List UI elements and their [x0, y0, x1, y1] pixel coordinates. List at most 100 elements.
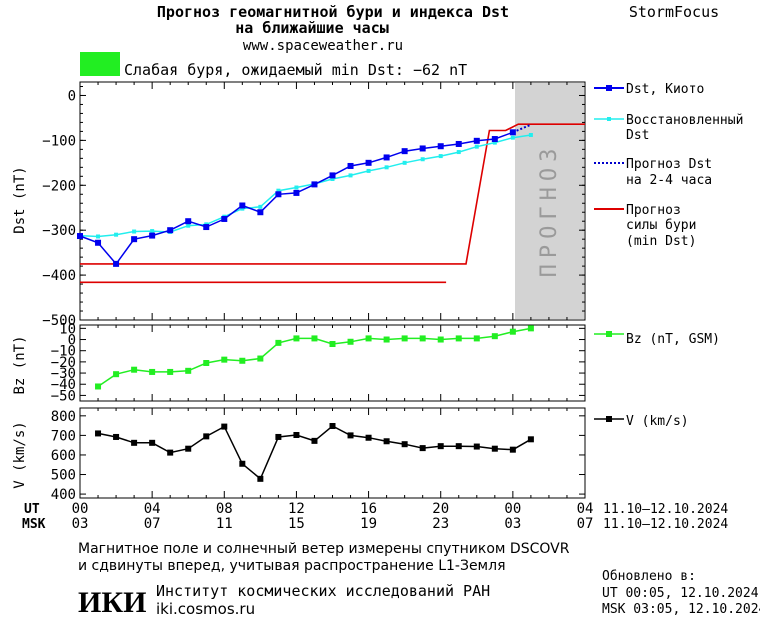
y-tick-label: −400 — [42, 268, 76, 284]
bz-point — [257, 355, 264, 362]
bz-point — [347, 338, 354, 345]
v-line — [97, 425, 532, 481]
bz-point — [329, 341, 336, 347]
dst-point — [455, 140, 462, 147]
legend-forecast-dst-label-1: Прогноз Dst — [626, 157, 712, 172]
msk-date-range: 11.10–12.10.2024 — [603, 517, 728, 532]
v-point — [473, 443, 480, 450]
dst-point — [239, 202, 246, 209]
bz-point — [437, 336, 444, 343]
v-point — [527, 436, 534, 443]
forecast-dst-line — [512, 123, 532, 134]
msk-axis-label: MSK — [22, 517, 46, 532]
bz-axis-label: Bz (nT) — [12, 335, 28, 394]
restored-dst-point — [420, 157, 425, 162]
bz-point — [149, 368, 156, 375]
ut-tick-label: 04 — [144, 501, 161, 517]
dst-point — [347, 162, 354, 169]
updated-ut: UT 00:05, 12.10.2024 — [602, 586, 759, 601]
v-point — [203, 433, 210, 440]
restored-dst-point — [276, 188, 281, 193]
v-point — [365, 434, 372, 441]
legend-storm-forecast-label-3: (min Dst) — [626, 234, 696, 249]
ut-tick-label: 12 — [288, 501, 305, 517]
v-panel-frame — [79, 407, 586, 499]
dst-axis-label: Dst (nT) — [12, 166, 28, 233]
forecast-band-label: ПРОГНОЗ — [537, 143, 562, 278]
restored-dst-point — [528, 132, 533, 137]
dst-line — [79, 131, 514, 266]
ut-tick-label: 20 — [432, 501, 449, 517]
bz-point — [419, 335, 426, 342]
dst-point — [491, 136, 498, 143]
restored-dst-point — [132, 229, 137, 234]
ut-tick-label: 08 — [216, 501, 233, 517]
institute-name: Институт космических исследований РАН — [156, 582, 490, 600]
restored-dst-point — [438, 154, 443, 159]
y-tick-label: 700 — [51, 428, 76, 444]
ut-date-range: 11.10–12.10.2024 — [603, 502, 728, 517]
y-tick-label: −500 — [42, 313, 76, 329]
v-point — [293, 432, 300, 438]
ut-tick-label: 04 — [577, 501, 594, 517]
dst-point — [473, 137, 480, 144]
bz-point — [401, 335, 408, 342]
ut-tick-label: 00 — [504, 501, 521, 517]
v-point — [131, 439, 138, 446]
dst-point — [293, 189, 300, 196]
v-point — [419, 445, 426, 452]
v-point — [329, 423, 336, 429]
restored-dst-point — [384, 165, 389, 170]
restored-dst-point — [114, 232, 119, 237]
iki-logo-text: ИКИ — [78, 586, 146, 619]
v-point — [239, 460, 246, 467]
time-tick-labels: 00 04 08 12 16 20 00 04 03 07 11 15 19 23 03 07 — [72, 501, 594, 532]
legend-restored-label-2: Dst — [626, 128, 649, 143]
dst-point — [419, 145, 426, 152]
y-tick-label: 800 — [51, 409, 76, 425]
bz-point — [185, 367, 192, 374]
bz-point — [509, 328, 516, 335]
dst-point — [185, 218, 192, 225]
dst-point — [113, 260, 120, 267]
legend-storm-forecast-label-1: Прогноз — [626, 203, 681, 218]
bz-point — [365, 335, 372, 342]
v-point — [257, 475, 264, 482]
msk-tick-label: 15 — [288, 516, 305, 532]
restored-dst-line — [79, 134, 532, 238]
restored-dst-point — [348, 173, 353, 178]
v-point — [509, 446, 516, 453]
data-markers — [77, 129, 534, 482]
bz-point — [527, 325, 534, 332]
v-point — [95, 430, 102, 437]
msk-tick-label: 03 — [504, 516, 521, 532]
bz-point — [491, 333, 498, 340]
legend-restored-label-1: Восстановленный — [626, 113, 743, 128]
legend-forecast-dst-label-2: на 2-4 часа — [626, 173, 712, 188]
dst-point — [95, 239, 102, 246]
legend-dst-marker — [606, 85, 612, 91]
axis-ticks: 0−100−200−300−400−500100−10−20−30−40−508… — [42, 82, 586, 503]
restored-dst-point — [150, 229, 155, 234]
dst-point — [329, 172, 336, 179]
y-tick-label: 400 — [51, 487, 76, 503]
bz-point — [113, 371, 120, 378]
bz-point — [239, 357, 246, 364]
legend-restored-marker — [607, 117, 611, 121]
v-point — [383, 438, 390, 445]
restored-dst-point — [366, 168, 371, 173]
v-point — [455, 443, 462, 450]
restored-dst-point — [402, 160, 407, 165]
y-tick-label: −300 — [42, 223, 76, 239]
bz-point — [95, 383, 102, 390]
iki-logo: ИКИ — [78, 586, 146, 619]
y-tick-label: −20 — [51, 355, 76, 371]
restored-dst-point — [240, 206, 245, 211]
dst-point — [221, 215, 228, 222]
bz-point — [455, 335, 462, 342]
bz-point — [311, 335, 318, 342]
y-tick-label: −50 — [51, 388, 76, 404]
y-tick-label: −10 — [51, 344, 76, 360]
legend-storm-forecast-label-2: силы бури — [626, 218, 696, 233]
